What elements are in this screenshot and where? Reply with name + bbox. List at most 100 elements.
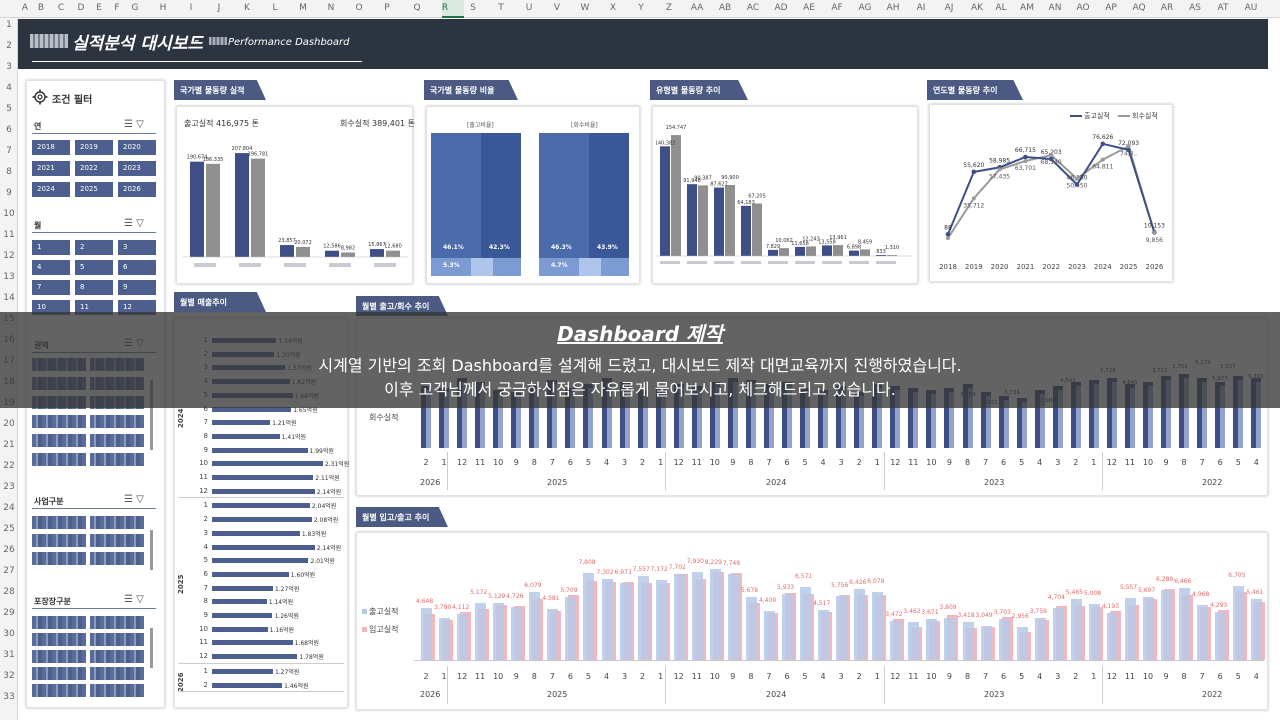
month-button-1[interactable]: 1: [32, 240, 70, 255]
pack-button[interactable]: [90, 616, 144, 629]
column-header-AE[interactable]: AE: [803, 3, 815, 13]
pack-button[interactable]: [32, 667, 86, 680]
column-header-AG[interactable]: AG: [858, 3, 872, 13]
row-header-25[interactable]: 25: [3, 524, 15, 534]
column-header-AD[interactable]: AD: [774, 3, 788, 13]
column-header-F[interactable]: F: [114, 3, 120, 13]
year-button-2020[interactable]: 2020: [118, 140, 156, 155]
row-header-28[interactable]: 28: [3, 587, 15, 597]
row-header-7[interactable]: 7: [6, 146, 12, 156]
column-header-AH[interactable]: AH: [886, 3, 900, 13]
column-header-AO[interactable]: AO: [1076, 3, 1090, 13]
column-header-W[interactable]: W: [580, 3, 590, 13]
pack-button[interactable]: [32, 684, 86, 697]
column-header-AC[interactable]: AC: [746, 3, 760, 13]
column-header-C[interactable]: C: [57, 3, 65, 13]
year-button-2021[interactable]: 2021: [32, 161, 70, 176]
region-scrollbar[interactable]: [150, 380, 153, 450]
column-header-M[interactable]: M: [299, 3, 307, 13]
region-button[interactable]: [32, 415, 86, 428]
biz-button[interactable]: [32, 516, 86, 529]
row-header-13[interactable]: 13: [3, 272, 15, 282]
column-header-AF[interactable]: AF: [831, 3, 843, 13]
year-button-2024[interactable]: 2024: [32, 182, 70, 197]
column-header-X[interactable]: X: [609, 3, 617, 13]
row-header-23[interactable]: 23: [3, 482, 15, 492]
row-header-11[interactable]: 11: [3, 230, 15, 240]
biz-scrollbar[interactable]: [150, 530, 153, 570]
column-header-R[interactable]: R: [441, 3, 449, 13]
column-header-AJ[interactable]: AJ: [944, 3, 954, 13]
pack-button[interactable]: [32, 616, 86, 629]
column-header-AR[interactable]: AR: [1160, 3, 1174, 13]
column-header-P[interactable]: P: [384, 3, 390, 13]
row-header-2[interactable]: 2: [6, 41, 12, 51]
year-button-2026[interactable]: 2026: [118, 182, 156, 197]
row-header-30[interactable]: 30: [3, 629, 15, 639]
row-header-31[interactable]: 31: [3, 650, 15, 660]
year-button-2019[interactable]: 2019: [75, 140, 113, 155]
column-header-A[interactable]: A: [21, 3, 29, 13]
column-header-L[interactable]: L: [272, 3, 278, 13]
month-button-2[interactable]: 2: [75, 240, 113, 255]
pack-button[interactable]: [90, 633, 144, 646]
month-button-12[interactable]: 12: [118, 300, 156, 315]
row-header-32[interactable]: 32: [3, 671, 15, 681]
month-filter-filter-icons[interactable]: ☰ ▽: [124, 218, 144, 229]
pack-scrollbar[interactable]: [150, 628, 153, 668]
month-button-8[interactable]: 8: [75, 280, 113, 295]
column-header-AK[interactable]: AK: [970, 3, 984, 13]
column-header-AM[interactable]: AM: [1020, 3, 1034, 13]
row-header-29[interactable]: 29: [3, 608, 15, 618]
row-header-12[interactable]: 12: [3, 251, 15, 261]
pack-filter-filter-icons[interactable]: ☰ ▽: [124, 594, 144, 605]
row-header-6[interactable]: 6: [6, 125, 12, 135]
column-header-AS[interactable]: AS: [1189, 3, 1201, 13]
column-header-D[interactable]: D: [77, 3, 85, 13]
column-header-U[interactable]: U: [525, 3, 533, 13]
row-header-1[interactable]: 1: [6, 20, 12, 30]
pack-button[interactable]: [90, 667, 144, 680]
column-header-B[interactable]: B: [37, 3, 45, 13]
column-header-E[interactable]: E: [96, 3, 102, 13]
row-header-5[interactable]: 5: [6, 104, 12, 114]
column-header-AI[interactable]: AI: [916, 3, 926, 13]
pack-button[interactable]: [90, 650, 144, 663]
row-header-9[interactable]: 9: [6, 188, 12, 198]
column-header-AB[interactable]: AB: [718, 3, 732, 13]
pack-button[interactable]: [32, 650, 86, 663]
row-header-4[interactable]: 4: [6, 83, 12, 93]
column-header-T[interactable]: T: [498, 3, 504, 13]
month-button-4[interactable]: 4: [32, 260, 70, 275]
column-header-AN[interactable]: AN: [1048, 3, 1062, 13]
region-button[interactable]: [90, 453, 144, 466]
year-button-2022[interactable]: 2022: [75, 161, 113, 176]
column-header-AU[interactable]: AU: [1244, 3, 1258, 13]
region-button[interactable]: [90, 434, 144, 447]
biz-button[interactable]: [90, 534, 144, 547]
row-header-22[interactable]: 22: [3, 461, 15, 471]
column-header-H[interactable]: H: [159, 3, 167, 13]
column-header-Q[interactable]: Q: [413, 3, 421, 13]
row-header-21[interactable]: 21: [3, 440, 15, 450]
column-header-V[interactable]: V: [553, 3, 561, 13]
column-header-AL[interactable]: AL: [995, 3, 1007, 13]
region-button[interactable]: [32, 434, 86, 447]
biz-button[interactable]: [32, 534, 86, 547]
year-button-2018[interactable]: 2018: [32, 140, 70, 155]
pack-button[interactable]: [90, 684, 144, 697]
row-header-20[interactable]: 20: [3, 419, 15, 429]
row-header-24[interactable]: 24: [3, 503, 15, 513]
year-button-2023[interactable]: 2023: [118, 161, 156, 176]
region-button[interactable]: [90, 415, 144, 428]
column-header-AT[interactable]: AT: [1217, 3, 1229, 13]
year-filter-filter-icons[interactable]: ☰ ▽: [124, 119, 144, 130]
biz-button[interactable]: [32, 552, 86, 565]
column-header-J[interactable]: J: [217, 3, 221, 13]
month-button-6[interactable]: 6: [118, 260, 156, 275]
month-button-11[interactable]: 11: [75, 300, 113, 315]
row-header-10[interactable]: 10: [3, 209, 15, 219]
column-header-Z[interactable]: Z: [665, 3, 673, 13]
column-header-I[interactable]: I: [189, 3, 193, 13]
month-button-9[interactable]: 9: [118, 280, 156, 295]
